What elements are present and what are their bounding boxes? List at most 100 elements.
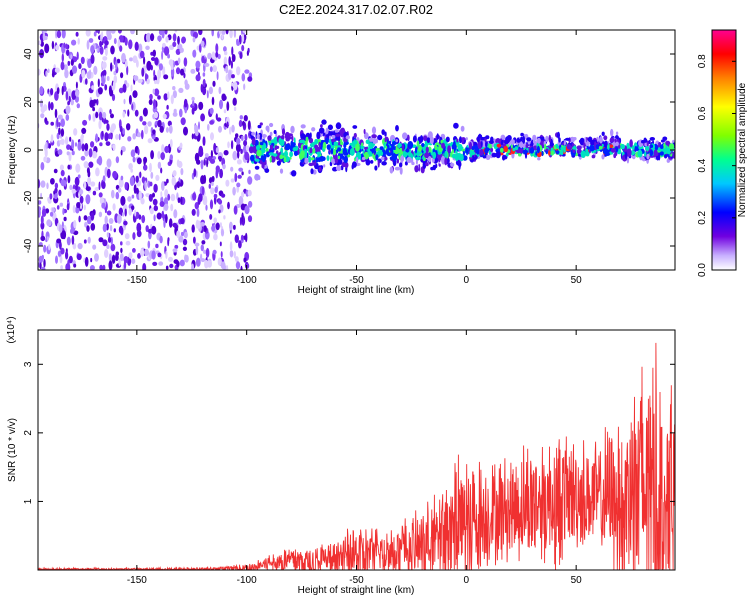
spectrogram-blob [83,161,89,169]
spectrogram-blob [426,137,431,144]
spectrogram-blob [210,150,213,158]
spectrogram-blob [174,244,179,249]
spectrogram-blob [178,235,184,243]
spectrogram-blob [195,74,201,82]
spectrogram-blob [109,108,112,115]
spectrogram-blob [213,142,217,153]
spectrogram-blob [180,231,184,237]
spectrogram-blob [118,35,124,43]
spectrogram-y-ticks: -40 -20 0 20 40 [23,48,675,253]
spectrogram-blob [67,175,71,184]
spectrogram-blob [144,125,149,135]
spectrogram-blob [104,208,107,214]
spectrogram-blob [490,147,494,153]
spectrogram-blob [537,137,541,144]
spectrogram-y-tick-label: 20 [23,96,34,108]
spectrogram-blob [91,85,95,90]
spectrogram-blob [232,97,237,106]
spectrogram-blob [634,145,638,152]
spectrogram-blob [140,248,145,257]
spectrogram-blob [177,197,181,204]
spectrogram-blob [384,156,388,161]
spectrogram-blob [169,263,174,269]
spectrogram-blob [73,263,77,268]
spectrogram-blob [157,35,162,42]
spectrogram-blob [215,168,219,179]
colorbar-tick-label: 0.4 [697,158,708,172]
spectrogram-blob [240,265,243,270]
spectrogram-blob [65,263,71,270]
spectrogram-blob [239,217,242,226]
spectrogram-blob [203,225,207,233]
spectrogram-blob [365,159,371,166]
spectrogram-blob [152,198,158,206]
spectrogram-blob [137,132,142,138]
spectrogram-blob [193,168,197,178]
spectrogram-blob [558,137,561,143]
spectrogram-blob [264,168,270,174]
spectrogram-blob [54,108,58,119]
spectrogram-blob [113,228,117,233]
spectrogram-blob [48,244,51,251]
spectrogram-blob [194,242,200,247]
spectrogram-blob [613,153,617,159]
spectrogram-blob [488,143,492,149]
spectrogram-blob [242,120,245,127]
spectrogram-blob [207,155,213,162]
colorbar-gradient [711,29,737,271]
spectrogram-blob [397,142,402,149]
spectrogram-blob [86,215,92,225]
spectrogram-blob [56,117,59,128]
spectrogram-blob [56,205,60,210]
spectrogram-blob [155,243,159,249]
spectrogram-blob [70,59,74,66]
spectrogram-blob [106,76,110,81]
spectrogram-blob [230,140,234,150]
spectrogram-blob [251,139,256,146]
spectrogram-blob [230,178,235,183]
spectrogram-blob [120,149,123,156]
spectrogram-blob [145,225,149,233]
spectrogram-blob [106,232,110,238]
spectrogram-blob [232,81,238,91]
spectrogram-blob [217,257,222,266]
spectrogram-blob [365,139,370,145]
spectrogram-blob [231,46,234,56]
spectrogram-blob [387,144,390,149]
spectrogram-blob [308,162,314,167]
spectrogram-blob [65,90,69,101]
spectrogram-blob [88,148,93,158]
spectrogram-blob [164,46,170,56]
spectrogram-blob [130,149,136,158]
spectrogram-blob [221,193,226,198]
spectrogram-blob [305,136,309,142]
spectrogram-blob [120,195,126,206]
spectrogram-blob [124,60,128,68]
spectrogram-blob [480,136,485,141]
spectrogram-blob [170,193,176,202]
spectrogram-blob [163,93,168,101]
spectrogram-blob [143,164,148,171]
spectrogram-blob [38,40,42,45]
spectrogram-blob [170,94,174,105]
spectrogram-blob [485,141,488,148]
spectrogram-blob [50,134,54,143]
spectrogram-blob [77,141,82,151]
spectrogram-blob [72,242,77,250]
spectrogram-blob [421,143,425,147]
spectrogram-blob [72,205,76,214]
spectrogram-blob [87,176,92,186]
spectrogram-blob [92,244,97,250]
spectrogram-blob [407,141,414,149]
spectrogram-blob [59,139,62,145]
spectrogram-blob [80,56,85,65]
spectrogram-blob [399,166,403,175]
spectrogram-blob [310,168,314,175]
spectrogram-blob [423,135,428,142]
spectrogram-blob [342,147,348,156]
spectrogram-blob [504,140,509,145]
spectrogram-blob [143,56,146,65]
spectrogram-blob [202,72,206,77]
spectrogram-blob [95,133,99,143]
spectrogram-blob [532,138,536,144]
